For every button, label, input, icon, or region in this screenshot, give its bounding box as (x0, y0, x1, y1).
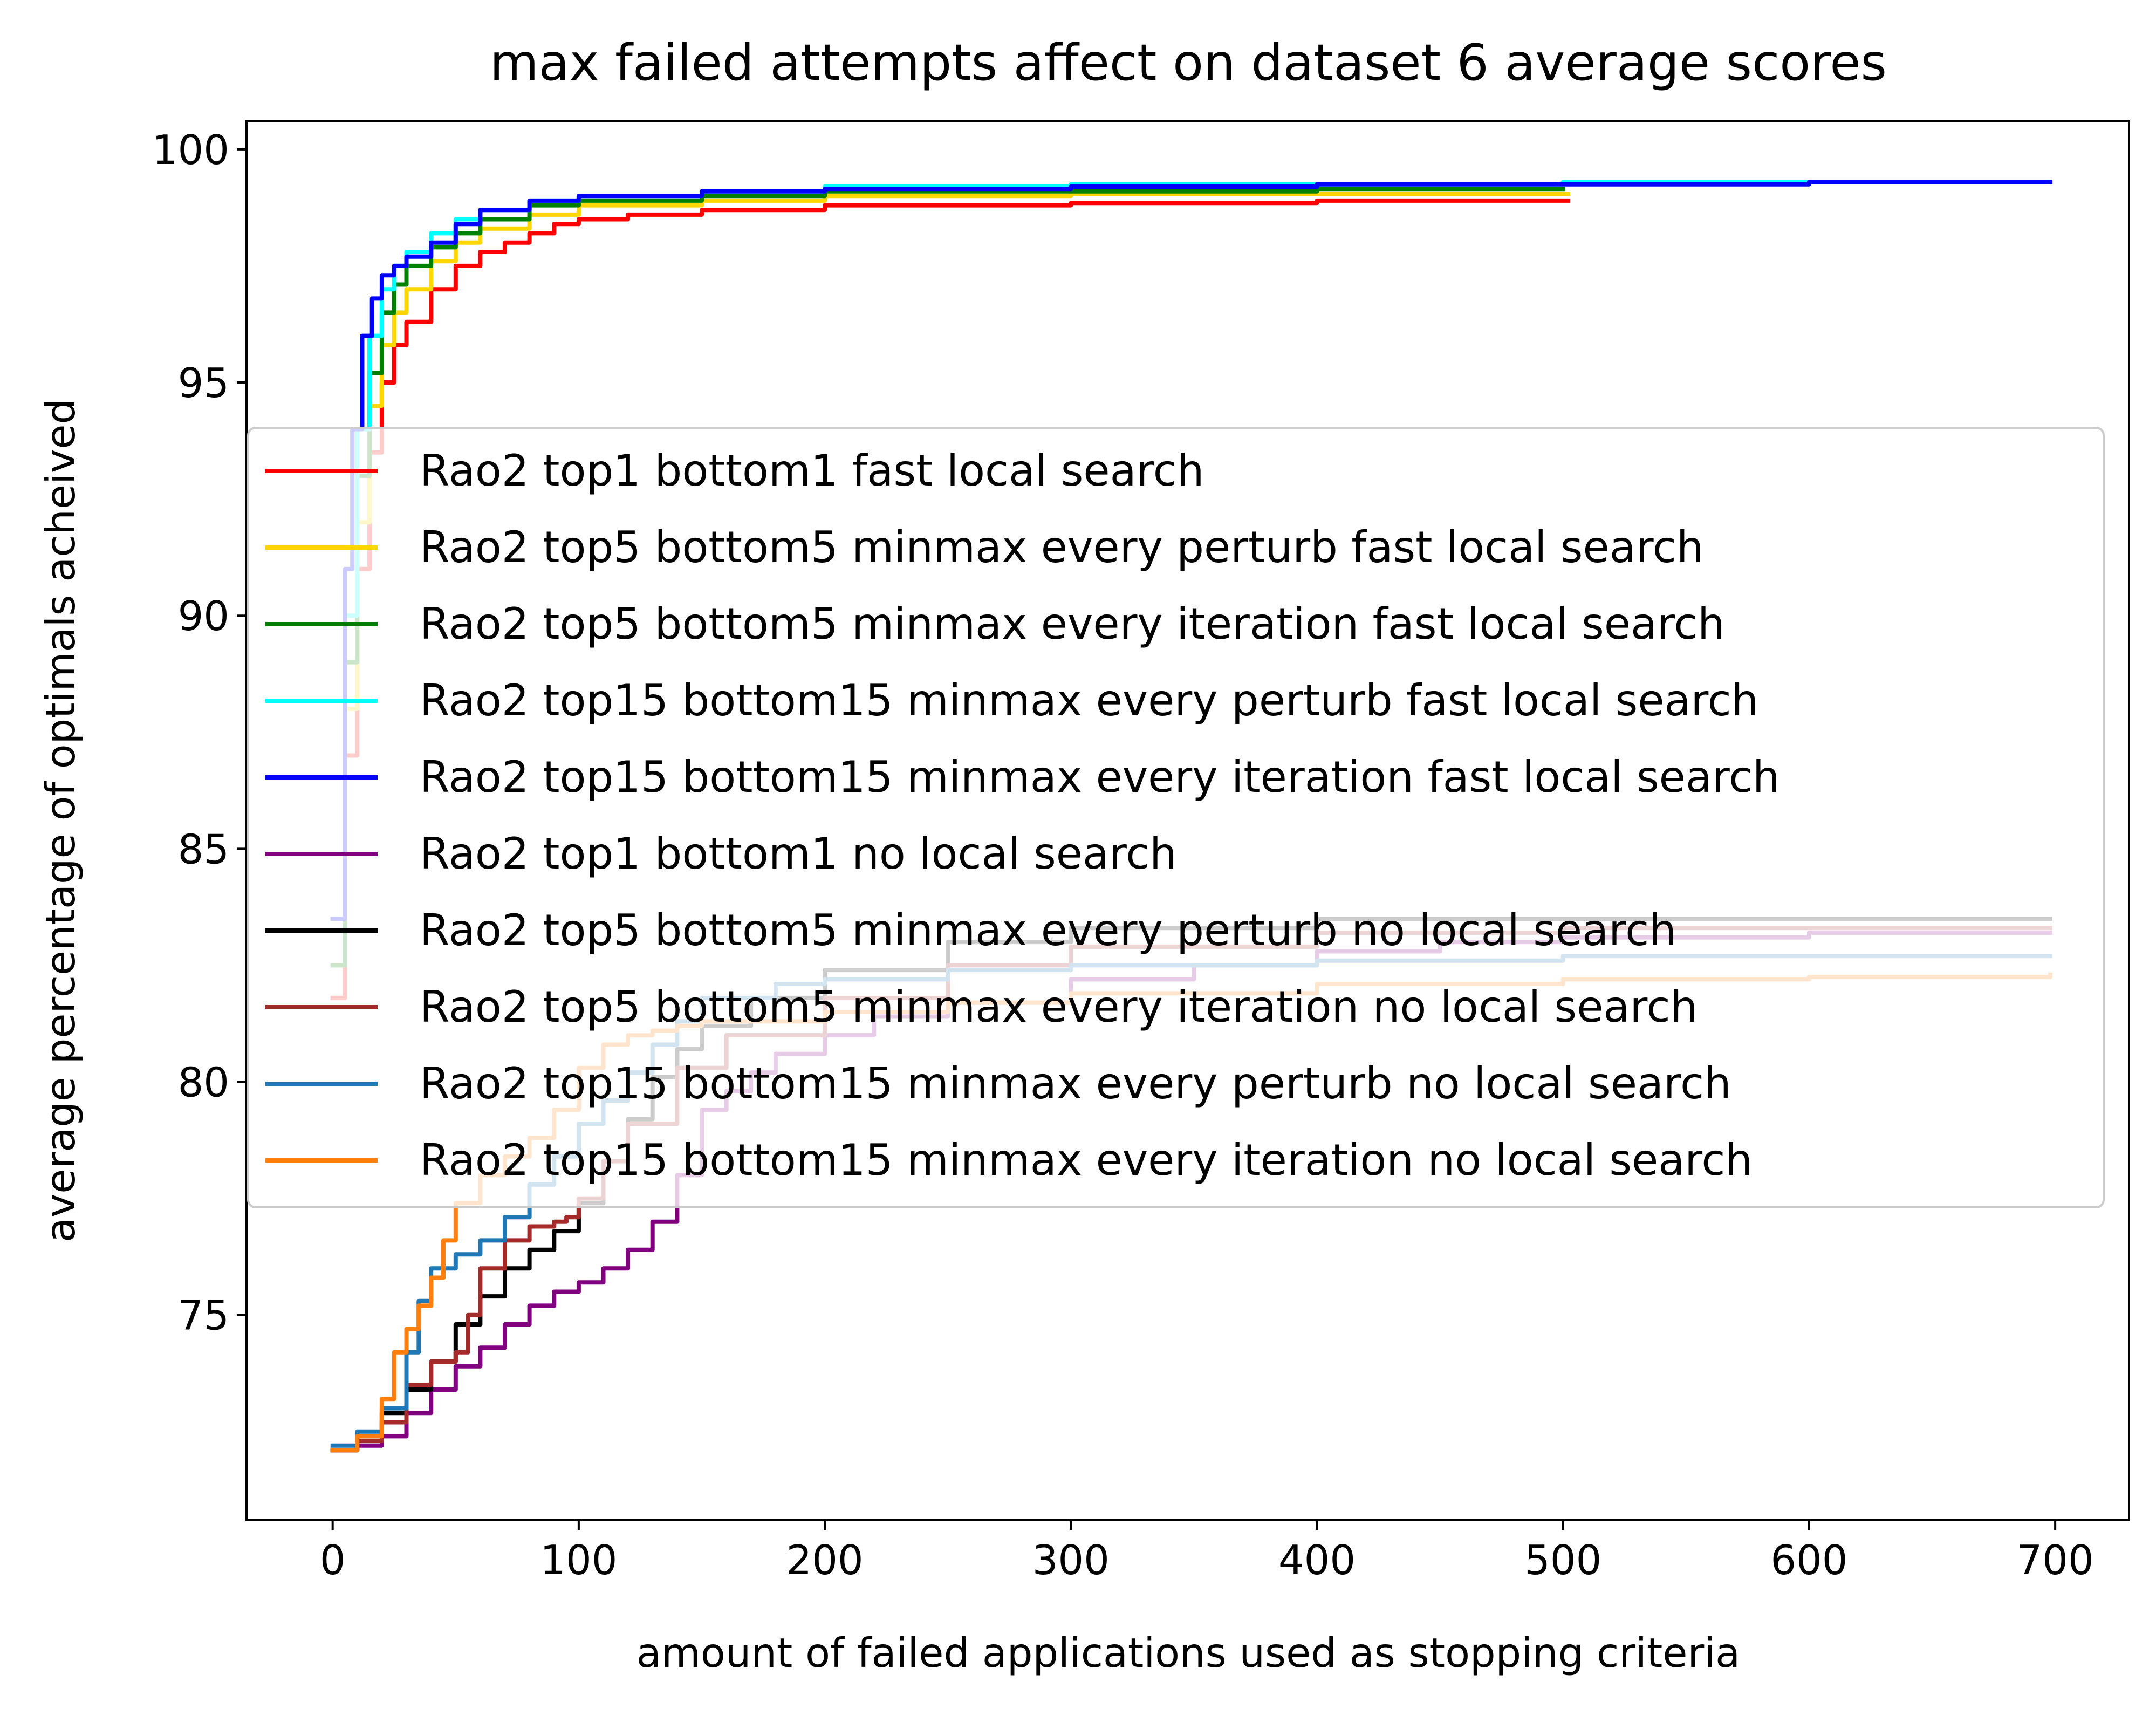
legend-label: Rao2 top15 bottom15 minmax every perturb… (420, 675, 1758, 726)
chart-title: max failed attempts affect on dataset 6 … (490, 33, 1887, 92)
legend-label: Rao2 top15 bottom15 minmax every iterati… (420, 1135, 1753, 1185)
legend-label: Rao2 top5 bottom5 minmax every iteration… (420, 982, 1698, 1032)
x-tick-label: 300 (1032, 1536, 1110, 1584)
legend-entries: Rao2 top1 bottom1 fast local search Rao2 … (265, 446, 1780, 1185)
x-tick-label: 600 (1770, 1536, 1847, 1584)
legend-label: Rao2 top1 bottom1 no local search (420, 829, 1177, 879)
legend-label: Rao2 top15 bottom15 minmax every iterati… (420, 752, 1780, 802)
y-axis-ticks: 75 80 85 90 95 100 (152, 126, 247, 1339)
legend: Rao2 top1 bottom1 fast local search Rao2 … (247, 427, 2105, 1208)
x-tick-label: 200 (786, 1536, 864, 1584)
series-line-5 (330, 180, 2052, 921)
y-tick-label: 100 (152, 126, 229, 174)
y-tick-label: 75 (178, 1292, 229, 1339)
x-axis-ticks: 0 100 200 300 400 500 600 700 (320, 1520, 2094, 1584)
legend-label: Rao2 top15 bottom15 minmax every perturb… (420, 1058, 1731, 1109)
y-axis-label: average percentage of optimals acheived (37, 399, 84, 1242)
y-tick-label: 85 (178, 825, 229, 873)
legend-box (247, 427, 2105, 1208)
x-tick-label: 100 (540, 1536, 617, 1584)
legend-label: Rao2 top5 bottom5 minmax every perturb f… (420, 522, 1704, 572)
plot-frame (245, 120, 2130, 1521)
x-axis-label: amount of failed applications used as st… (636, 1629, 1740, 1677)
y-tick-label: 80 (178, 1059, 229, 1106)
y-tick-label: 95 (178, 359, 229, 407)
x-tick-label: 500 (1524, 1536, 1601, 1584)
legend-label: Rao2 top1 bottom1 fast local search (420, 446, 1204, 496)
y-tick-label: 90 (178, 592, 229, 640)
x-tick-label: 0 (320, 1536, 346, 1584)
x-tick-label: 700 (2017, 1536, 2094, 1584)
x-tick-label: 400 (1278, 1536, 1356, 1584)
legend-label: Rao2 top5 bottom5 minmax every perturb n… (420, 905, 1676, 955)
legend-label: Rao2 top5 bottom5 minmax every iteration… (420, 599, 1725, 649)
